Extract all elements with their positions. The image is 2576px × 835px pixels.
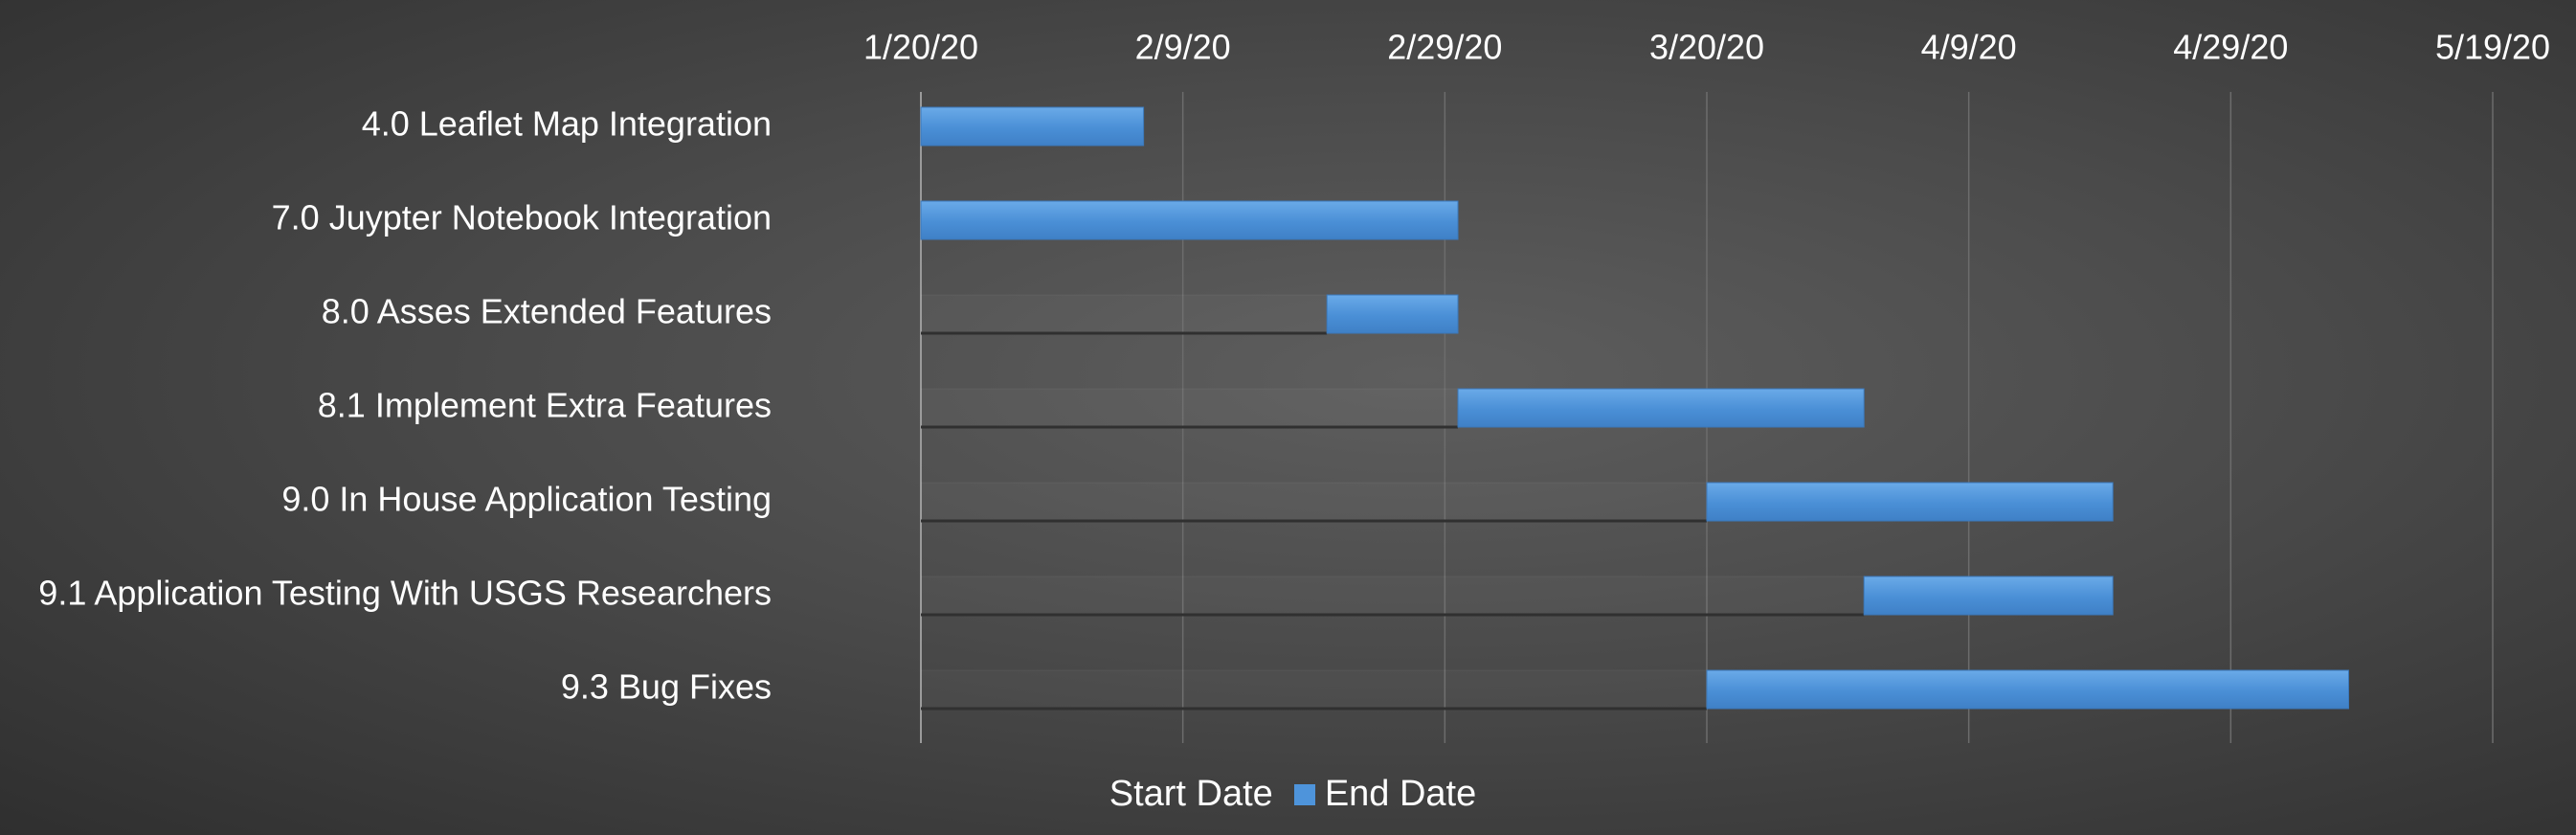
start-date-segment	[921, 389, 1458, 427]
legend-label-start-date: Start Date	[1109, 774, 1273, 814]
task-label: 8.0 Asses Extended Features	[322, 292, 772, 331]
task-bars	[920, 106, 2349, 710]
task-bar	[1457, 388, 1865, 428]
task-bar	[1706, 482, 2114, 522]
task-label: 9.1 Application Testing With USGS Resear…	[38, 574, 772, 613]
task-label: 4.0 Leaflet Map Integration	[362, 104, 772, 144]
x-tick-label: 1/20/20	[863, 28, 978, 67]
start-date-segment	[921, 670, 1707, 709]
x-tick-label: 4/29/20	[2173, 28, 2288, 67]
task-label: 9.3 Bug Fixes	[561, 667, 772, 707]
start-date-segment	[921, 576, 1864, 615]
row-tracks	[921, 294, 1865, 711]
x-tick-label: 5/19/20	[2435, 28, 2550, 67]
gridlines	[920, 92, 2494, 743]
start-date-segment	[921, 295, 1327, 333]
x-tick-label: 2/29/20	[1387, 28, 1502, 67]
x-axis-ticks: 1/20/20 2/9/20 2/29/20 3/20/20 4/9/20 4/29/20…	[863, 28, 2550, 67]
legend-item-start-date: Start Date	[1100, 774, 1273, 815]
task-label: 8.1 Implement Extra Features	[318, 386, 772, 425]
task-bar	[1326, 294, 1459, 334]
x-tick-label: 3/20/20	[1649, 28, 1764, 67]
y-axis-labels: 4.0 Leaflet Map Integration 7.0 Juypter N…	[38, 104, 772, 707]
task-bar	[920, 106, 1145, 147]
legend: Start Date End Date	[0, 774, 2576, 815]
x-tick-label: 2/9/20	[1135, 28, 1231, 67]
legend-item-end-date: End Date	[1293, 774, 1477, 815]
task-bar	[920, 200, 1459, 240]
legend-label-end-date: End Date	[1324, 774, 1477, 814]
task-label: 7.0 Juypter Notebook Integration	[272, 198, 772, 237]
task-bar	[1706, 669, 2349, 710]
task-bar	[1863, 575, 2114, 616]
legend-swatch-end-date	[1293, 783, 1315, 805]
x-tick-label: 4/9/20	[1921, 28, 2017, 67]
task-label: 9.0 In House Application Testing	[281, 480, 772, 519]
start-date-segment	[921, 483, 1707, 521]
